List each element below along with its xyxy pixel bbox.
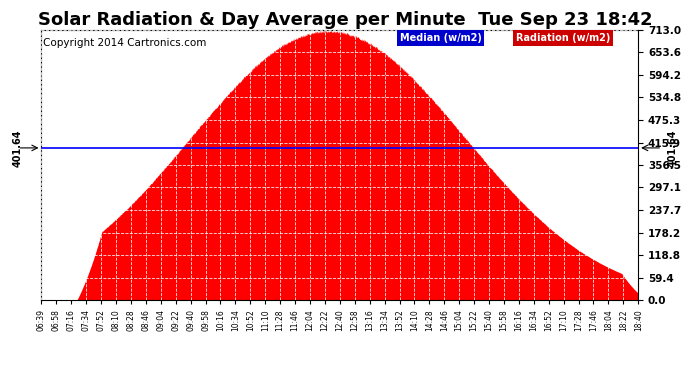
Text: Median (w/m2): Median (w/m2)	[400, 33, 482, 43]
Text: Copyright 2014 Cartronics.com: Copyright 2014 Cartronics.com	[43, 38, 206, 48]
Text: Solar Radiation & Day Average per Minute  Tue Sep 23 18:42: Solar Radiation & Day Average per Minute…	[38, 11, 652, 29]
Text: 401.64: 401.64	[668, 129, 678, 166]
Text: 401.64: 401.64	[12, 129, 22, 166]
Text: Radiation (w/m2): Radiation (w/m2)	[516, 33, 610, 43]
